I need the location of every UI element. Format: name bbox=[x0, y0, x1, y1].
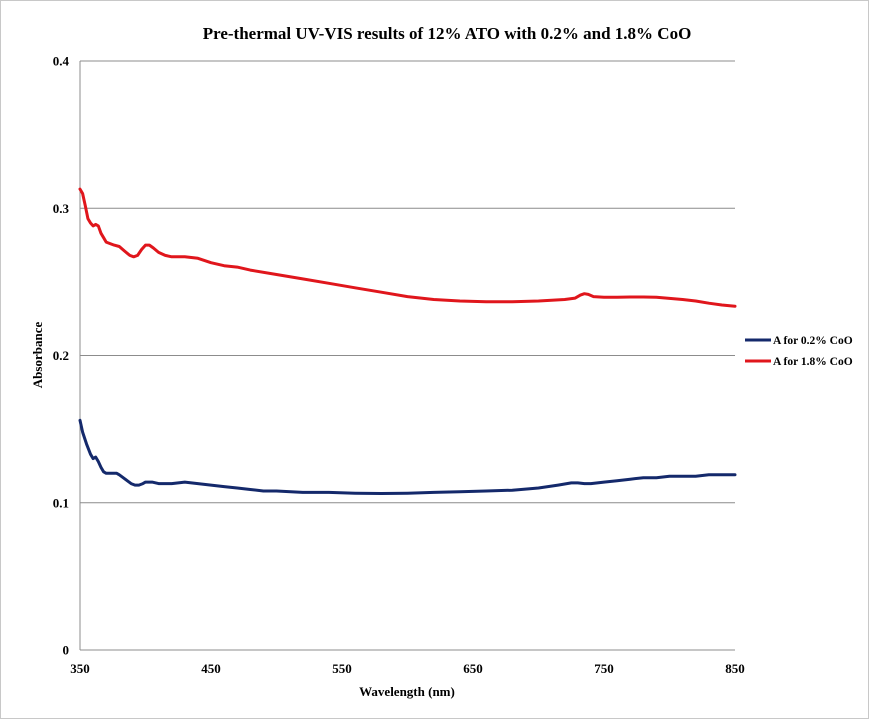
legend-label-1: A for 0.2% CoO bbox=[773, 335, 853, 347]
y-tick-label: 0.1 bbox=[53, 495, 69, 510]
chart-title: Pre-thermal UV-VIS results of 12% ATO wi… bbox=[203, 24, 692, 43]
series-line-1 bbox=[78, 418, 737, 495]
y-tick-label: 0.3 bbox=[53, 201, 70, 216]
legend: A for 0.2% CoO A for 1.8% CoO bbox=[745, 335, 853, 368]
x-tick-label: 850 bbox=[725, 661, 745, 676]
y-tick-label: 0 bbox=[63, 643, 70, 658]
x-tick-label: 650 bbox=[463, 661, 483, 676]
axes bbox=[79, 61, 735, 651]
legend-label-2: A for 1.8% CoO bbox=[773, 356, 853, 368]
gridlines bbox=[80, 60, 735, 504]
series-line-2 bbox=[78, 187, 737, 308]
y-axis-label: Absorbance bbox=[30, 322, 45, 389]
x-tick-label: 750 bbox=[594, 661, 614, 676]
y-tick-labels: 0 0.1 0.2 0.3 0.4 bbox=[53, 54, 70, 658]
x-tick-label: 550 bbox=[332, 661, 352, 676]
y-tick-label: 0.4 bbox=[53, 54, 70, 69]
x-tick-label: 450 bbox=[201, 661, 221, 676]
x-tick-labels: 350 450 550 650 750 850 bbox=[70, 661, 745, 676]
x-tick-label: 350 bbox=[70, 661, 90, 676]
x-axis-label: Wavelength (nm) bbox=[359, 684, 455, 699]
y-tick-label: 0.2 bbox=[53, 348, 69, 363]
series-lines bbox=[78, 187, 737, 495]
